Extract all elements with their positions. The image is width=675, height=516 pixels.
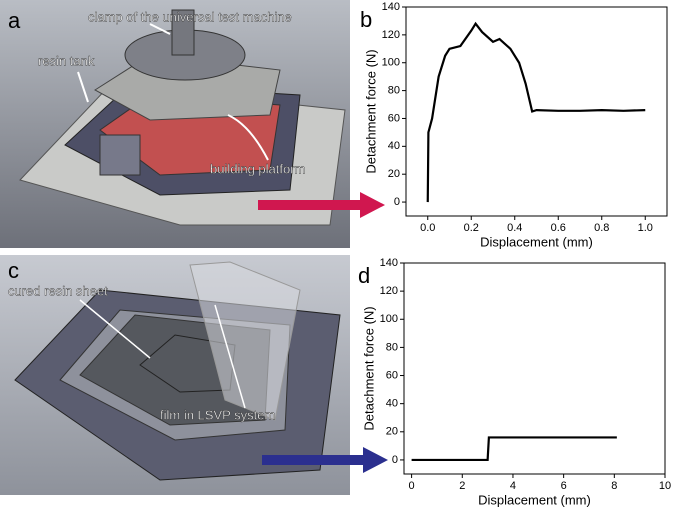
y-tick-label: 60 xyxy=(386,369,398,381)
panel-label: d xyxy=(358,263,370,288)
y-tick-label: 100 xyxy=(380,313,398,325)
annotation: building platform xyxy=(210,161,305,176)
y-axis-label: Detachment force (N) xyxy=(361,306,376,430)
x-tick-label: 0.0 xyxy=(420,222,435,234)
y-tick-label: 60 xyxy=(388,112,400,124)
panel-label: c xyxy=(8,258,19,283)
annotation: resin tank xyxy=(38,53,95,68)
y-tick-label: 20 xyxy=(386,426,398,438)
x-axis-label: Displacement (mm) xyxy=(478,492,591,507)
y-tick-label: 80 xyxy=(388,85,400,97)
y-tick-label: 40 xyxy=(388,140,400,152)
x-tick-label: 1.0 xyxy=(638,222,653,234)
panel-c-image xyxy=(0,255,350,495)
x-tick-label: 0 xyxy=(409,480,415,492)
y-tick-label: 120 xyxy=(380,285,398,297)
y-axis-label: Detachment force (N) xyxy=(363,49,378,173)
panel-label: a xyxy=(8,8,21,33)
annotation: film in LSVP system xyxy=(160,407,275,422)
annotation: clamp of the universal test machine xyxy=(88,9,292,24)
y-tick-label: 40 xyxy=(386,398,398,410)
x-tick-label: 8 xyxy=(611,480,617,492)
y-tick-label: 0 xyxy=(394,196,400,208)
y-tick-label: 80 xyxy=(386,341,398,353)
y-tick-label: 120 xyxy=(382,29,400,41)
x-axis-label: Displacement (mm) xyxy=(480,234,593,249)
y-tick-label: 100 xyxy=(382,57,400,69)
x-tick-label: 10 xyxy=(659,480,671,492)
x-tick-label: 6 xyxy=(561,480,567,492)
panel-a-image xyxy=(0,0,350,248)
pointer xyxy=(79,299,246,409)
y-tick-label: 140 xyxy=(382,1,400,13)
y-tick-label: 0 xyxy=(392,454,398,466)
data-line xyxy=(426,21,646,203)
y-tick-label: 140 xyxy=(380,257,398,269)
y-tick-label: 20 xyxy=(388,168,400,180)
pointer xyxy=(77,23,269,161)
arrow xyxy=(258,192,385,218)
x-tick-label: 0.6 xyxy=(551,222,566,234)
arrow xyxy=(262,447,388,473)
x-tick-label: 2 xyxy=(459,480,465,492)
annotation: cured resin sheet xyxy=(8,283,108,298)
data-line xyxy=(411,436,617,462)
x-tick-label: 0.4 xyxy=(507,222,522,234)
plot-frame xyxy=(403,262,666,475)
panel-label: b xyxy=(360,7,372,32)
x-tick-label: 4 xyxy=(510,480,516,492)
x-tick-label: 0.8 xyxy=(594,222,609,234)
x-tick-label: 0.2 xyxy=(464,222,479,234)
plot-frame xyxy=(405,6,668,217)
